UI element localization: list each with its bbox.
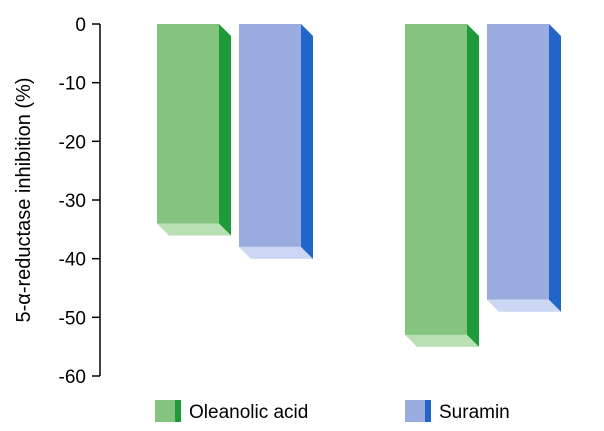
legend-swatch (405, 400, 425, 422)
bar-side-face (301, 24, 313, 259)
bar-layer (157, 24, 561, 347)
bar-suramin-2 (487, 24, 561, 312)
bar-suramin-1 (239, 24, 313, 259)
legend-swatch (155, 400, 175, 422)
y-tick-label: 0 (75, 15, 86, 36)
bar-oleanolic-acid-2 (405, 24, 479, 347)
y-tick-label: -30 (59, 191, 86, 212)
bar-side-face (467, 24, 479, 347)
y-tick-label: -10 (59, 74, 86, 95)
y-tick-label: -40 (59, 250, 86, 271)
bar-front-face (487, 24, 549, 300)
y-tick-label: -60 (59, 367, 86, 388)
y-axis-label: 5-α-reductase inhibition (%) (13, 78, 35, 323)
bar-front-face (405, 24, 467, 335)
y-tick-label: -50 (59, 308, 86, 329)
bar-bottom-face (487, 299, 561, 312)
bar-front-face (157, 24, 219, 224)
legend-item-oleanolic-acid: Oleanolic acid (155, 400, 308, 423)
legend-label: Oleanolic acid (189, 402, 308, 423)
bar-side-face (219, 24, 231, 236)
legend-item-suramin: Suramin (405, 400, 510, 423)
bar-side-face (549, 24, 561, 312)
legend-swatch-side (175, 400, 181, 422)
bar-bottom-face (405, 334, 479, 347)
legend-swatch-side (425, 400, 431, 422)
bar-bottom-face (239, 246, 313, 259)
axis-layer: 0 -10 -20 -30 -40 -50 -60 (59, 15, 101, 388)
bar-front-face (239, 24, 301, 247)
bar-bottom-face (157, 223, 231, 236)
bar-oleanolic-acid-1 (157, 24, 231, 236)
y-tick-label: -20 (59, 132, 86, 153)
legend-label: Suramin (439, 402, 510, 423)
legend: Oleanolic acid Suramin (155, 400, 510, 423)
